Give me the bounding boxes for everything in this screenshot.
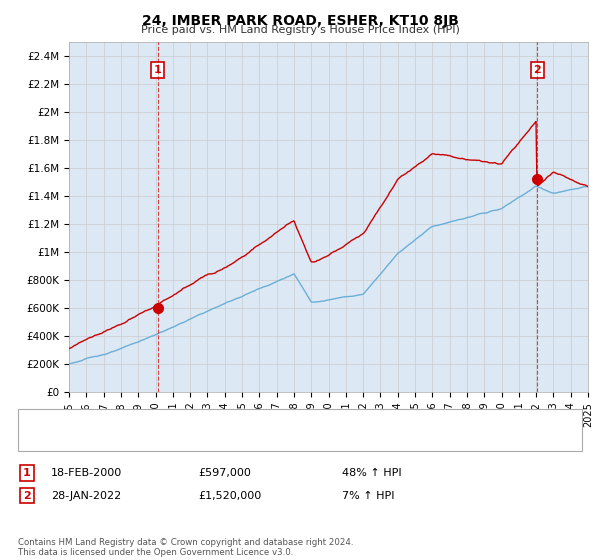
Text: £597,000: £597,000 [198,468,251,478]
Text: 48% ↑ HPI: 48% ↑ HPI [342,468,401,478]
Text: 28-JAN-2022: 28-JAN-2022 [51,491,121,501]
Text: Price paid vs. HM Land Registry's House Price Index (HPI): Price paid vs. HM Land Registry's House … [140,25,460,35]
Text: 18-FEB-2000: 18-FEB-2000 [51,468,122,478]
Text: 1: 1 [154,65,161,75]
Text: Contains HM Land Registry data © Crown copyright and database right 2024.
This d: Contains HM Land Registry data © Crown c… [18,538,353,557]
Text: 7% ↑ HPI: 7% ↑ HPI [342,491,395,501]
Text: £1,520,000: £1,520,000 [198,491,261,501]
Text: 2: 2 [533,65,541,75]
Text: 1: 1 [23,468,31,478]
Text: 24, IMBER PARK ROAD, ESHER, KT10 8JB (detached house): 24, IMBER PARK ROAD, ESHER, KT10 8JB (de… [84,416,388,426]
Text: 2: 2 [23,491,31,501]
Text: HPI: Average price, detached house, Elmbridge: HPI: Average price, detached house, Elmb… [84,434,330,444]
Text: 24, IMBER PARK ROAD, ESHER, KT10 8JB: 24, IMBER PARK ROAD, ESHER, KT10 8JB [142,14,458,28]
